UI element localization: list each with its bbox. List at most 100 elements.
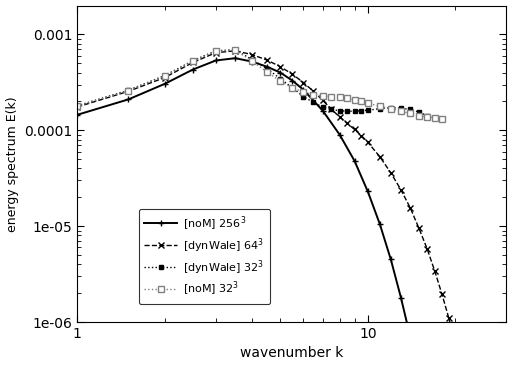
[noM] 32$^3$ <box>432 116 438 120</box>
[dynWale] 32$^3$ <box>278 76 284 81</box>
[noM] 256$^3$ <box>125 97 132 102</box>
[noM] 32$^3$ <box>439 116 445 121</box>
[noM] 256$^3$ <box>319 109 326 113</box>
[noM] 32$^3$ <box>264 70 270 74</box>
[noM] 32$^3$ <box>319 94 326 98</box>
[dynWale] 64$^3$ <box>452 343 458 347</box>
[dynWale] 64$^3$ <box>278 64 284 69</box>
[dynWale] 32$^3$ <box>388 105 394 110</box>
[noM] 32$^3$ <box>289 86 295 90</box>
[dynWale] 64$^3$ <box>388 171 394 175</box>
[dynWale] 64$^3$ <box>213 51 219 55</box>
[dynWale] 32$^3$ <box>351 109 357 113</box>
[dynWale] 32$^3$ <box>344 109 350 113</box>
[noM] 32$^3$ <box>125 88 132 93</box>
[dynWale] 64$^3$ <box>319 98 326 102</box>
[dynWale] 64$^3$ <box>310 89 316 93</box>
[noM] 256$^3$ <box>351 158 357 163</box>
[noM] 256$^3$ <box>249 59 255 64</box>
[dynWale] 32$^3$ <box>407 107 413 112</box>
[noM] 256$^3$ <box>278 70 284 75</box>
[dynWale] 32$^3$ <box>249 57 255 62</box>
[noM] 256$^3$ <box>388 257 394 262</box>
[dynWale] 64$^3$ <box>336 115 343 119</box>
[dynWale] 32$^3$ <box>264 66 270 71</box>
[dynWale] 32$^3$ <box>319 105 326 109</box>
[dynWale] 32$^3$ <box>213 49 219 53</box>
[dynWale] 64$^3$ <box>365 140 371 145</box>
[dynWale] 64$^3$ <box>249 52 255 57</box>
Y-axis label: energy spectrum E(k): energy spectrum E(k) <box>6 96 18 232</box>
[dynWale] 32$^3$ <box>424 113 430 118</box>
[dynWale] 64$^3$ <box>328 107 334 112</box>
[noM] 256$^3$ <box>398 295 404 300</box>
[noM] 32$^3$ <box>388 107 394 111</box>
[noM] 256$^3$ <box>336 132 343 137</box>
[noM] 32$^3$ <box>336 95 343 99</box>
[noM] 32$^3$ <box>344 96 350 101</box>
[dynWale] 32$^3$ <box>416 110 422 114</box>
[noM] 256$^3$ <box>232 56 239 60</box>
[noM] 256$^3$ <box>213 58 219 63</box>
[dynWale] 32$^3$ <box>336 109 343 113</box>
[noM] 256$^3$ <box>300 87 306 92</box>
[dynWale] 32$^3$ <box>232 48 239 52</box>
[noM] 32$^3$ <box>249 59 255 63</box>
[dynWale] 64$^3$ <box>162 75 168 80</box>
[noM] 32$^3$ <box>377 104 383 108</box>
[dynWale] 64$^3$ <box>232 49 239 53</box>
[noM] 32$^3$ <box>365 101 371 105</box>
[noM] 32$^3$ <box>407 111 413 116</box>
[dynWale] 64$^3$ <box>125 89 132 93</box>
[dynWale] 32$^3$ <box>310 100 316 105</box>
[dynWale] 32$^3$ <box>289 86 295 90</box>
[noM] 32$^3$ <box>351 98 357 102</box>
[noM] 32$^3$ <box>310 93 316 97</box>
[noM] 256$^3$ <box>365 189 371 194</box>
[noM] 32$^3$ <box>424 115 430 119</box>
[noM] 256$^3$ <box>190 67 196 72</box>
[dynWale] 64$^3$ <box>344 121 350 126</box>
[noM] 32$^3$ <box>232 48 239 52</box>
[dynWale] 64$^3$ <box>439 292 445 296</box>
Line: [noM] 32$^3$: [noM] 32$^3$ <box>74 47 445 122</box>
[dynWale] 64$^3$ <box>74 105 80 109</box>
[noM] 32$^3$ <box>416 113 422 118</box>
[noM] 256$^3$ <box>407 335 413 339</box>
[dynWale] 32$^3$ <box>162 74 168 78</box>
[noM] 32$^3$ <box>190 59 196 63</box>
[noM] 256$^3$ <box>162 82 168 86</box>
[dynWale] 64$^3$ <box>416 226 422 231</box>
[noM] 32$^3$ <box>358 99 365 104</box>
[noM] 32$^3$ <box>328 94 334 99</box>
[dynWale] 64$^3$ <box>358 134 365 138</box>
[noM] 32$^3$ <box>278 79 284 83</box>
[dynWale] 32$^3$ <box>74 104 80 108</box>
Line: [dynWale] 64$^3$: [dynWale] 64$^3$ <box>74 47 501 366</box>
[noM] 256$^3$ <box>289 78 295 83</box>
[dynWale] 32$^3$ <box>365 108 371 112</box>
[dynWale] 64$^3$ <box>351 127 357 132</box>
[dynWale] 64$^3$ <box>300 80 306 85</box>
[dynWale] 64$^3$ <box>432 269 438 273</box>
[noM] 32$^3$ <box>162 74 168 78</box>
Legend: [noM] 256$^3$, [dynWale] 64$^3$, [dynWale] 32$^3$, [noM] 32$^3$: [noM] 256$^3$, [dynWale] 64$^3$, [dynWal… <box>139 209 270 304</box>
[noM] 256$^3$ <box>264 64 270 69</box>
[dynWale] 32$^3$ <box>377 107 383 111</box>
Line: [noM] 256$^3$: [noM] 256$^3$ <box>74 55 501 366</box>
[dynWale] 64$^3$ <box>377 154 383 159</box>
Line: [dynWale] 32$^3$: [dynWale] 32$^3$ <box>75 48 429 118</box>
[noM] 32$^3$ <box>398 109 404 113</box>
[noM] 32$^3$ <box>74 104 80 108</box>
[dynWale] 32$^3$ <box>328 107 334 112</box>
[dynWale] 32$^3$ <box>300 94 306 99</box>
X-axis label: wavenumber k: wavenumber k <box>240 347 344 361</box>
[dynWale] 64$^3$ <box>398 187 404 192</box>
[dynWale] 64$^3$ <box>407 206 413 210</box>
[noM] 32$^3$ <box>300 90 306 94</box>
[dynWale] 64$^3$ <box>446 316 452 320</box>
[dynWale] 32$^3$ <box>398 106 404 111</box>
[noM] 256$^3$ <box>74 113 80 117</box>
[noM] 256$^3$ <box>377 222 383 226</box>
[dynWale] 32$^3$ <box>125 88 132 92</box>
